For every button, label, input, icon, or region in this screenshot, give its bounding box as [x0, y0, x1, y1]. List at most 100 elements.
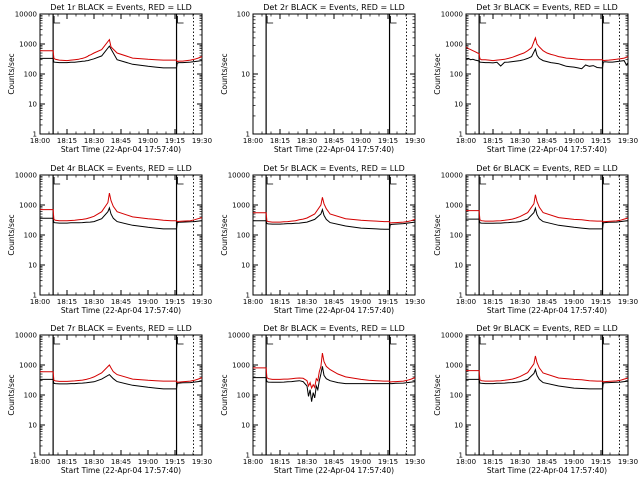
marker-flag	[53, 177, 61, 185]
y-tick-label: 10000	[15, 172, 37, 180]
plot-frame	[252, 13, 416, 135]
x-axis-label: Start Time (22-Apr-04 17:57:40)	[487, 306, 607, 315]
x-tick-label: 19:30	[405, 458, 425, 466]
y-tick-label: 10	[241, 422, 250, 430]
x-tick-label: 18:15	[57, 137, 77, 145]
x-tick-label: 18:45	[537, 458, 557, 466]
panel-title: Det 8r BLACK = Events, RED = LLD	[263, 324, 405, 333]
y-tick-label: 1	[246, 131, 250, 139]
y-tick-label: 10000	[15, 11, 37, 19]
marker-flag	[266, 337, 274, 345]
panel-title: Det 4r BLACK = Events, RED = LLD	[50, 164, 192, 173]
panel-3: Det 3r BLACK = Events, RED = LLD 1 10 100 10…	[433, 3, 638, 154]
marker-flag	[479, 177, 487, 185]
x-tick-label: 19:00	[351, 298, 371, 306]
x-tick-label: 19:15	[591, 458, 611, 466]
x-tick-label: 19:00	[138, 137, 158, 145]
y-tick-label: 1000	[19, 362, 37, 370]
y-tick-label: 10	[454, 262, 463, 270]
y-tick-label: 10	[241, 262, 250, 270]
y-tick-label: 10	[28, 262, 37, 270]
panel-title: Det 1r BLACK = Events, RED = LLD	[50, 3, 192, 12]
x-tick-label: 19:30	[192, 458, 212, 466]
x-tick-label: 18:00	[456, 458, 476, 466]
y-tick-label: 10000	[441, 172, 463, 180]
x-tick-label: 19:00	[138, 298, 158, 306]
y-tick-label: 1	[246, 292, 250, 300]
events-series-line	[253, 366, 416, 402]
x-tick-label: 19:30	[405, 298, 425, 306]
panel-4: Det 4r BLACK = Events, RED = LLD 1 10 100 10…	[7, 164, 212, 315]
x-tick-label: 18:15	[483, 298, 503, 306]
y-tick-label: 10000	[441, 11, 463, 19]
x-tick-label: 18:15	[270, 137, 290, 145]
x-tick-label: 18:45	[324, 137, 344, 145]
y-tick-label: 1000	[19, 202, 37, 210]
y-axis-label: Counts/sec	[433, 53, 442, 94]
lld-series-line	[40, 364, 203, 383]
marker-flag	[390, 177, 397, 185]
lld-series-line	[466, 355, 629, 383]
marker-flag	[390, 337, 397, 345]
y-tick-label: 10000	[15, 332, 37, 340]
y-axis-label: Counts/sec	[220, 214, 229, 255]
marker-flag	[479, 16, 487, 24]
panel-title: Det 5r BLACK = Events, RED = LLD	[263, 164, 405, 173]
x-tick-label: 18:45	[537, 137, 557, 145]
y-tick-label: 10000	[228, 332, 250, 340]
x-tick-label: 18:45	[324, 458, 344, 466]
marker-flag	[53, 16, 61, 24]
y-tick-label: 1	[33, 452, 37, 460]
y-tick-label: 1	[33, 292, 37, 300]
lld-series-line	[465, 36, 629, 62]
y-axis-label: Counts/sec	[220, 53, 229, 94]
y-tick-label: 100	[237, 392, 250, 400]
x-axis-label: Start Time (22-Apr-04 17:57:40)	[274, 466, 394, 475]
x-axis-label: Start Time (22-Apr-04 17:57:40)	[487, 145, 607, 154]
x-tick-label: 19:00	[138, 458, 158, 466]
x-tick-label: 19:15	[378, 137, 398, 145]
x-tick-label: 19:30	[618, 458, 638, 466]
panel-title: Det 9r BLACK = Events, RED = LLD	[476, 324, 618, 333]
lld-series-line	[253, 197, 416, 224]
x-tick-label: 19:00	[564, 137, 584, 145]
plot-frame	[465, 13, 629, 135]
events-series-line	[465, 47, 629, 70]
x-tick-label: 18:30	[84, 458, 104, 466]
y-tick-label: 10	[454, 101, 463, 109]
x-tick-label: 18:00	[30, 298, 50, 306]
panel-6: Det 6r BLACK = Events, RED = LLD 1 10 100 10…	[433, 164, 638, 315]
y-tick-label: 10	[28, 101, 37, 109]
y-tick-label: 10	[28, 422, 37, 430]
x-tick-label: 18:30	[297, 298, 317, 306]
plot-frame	[39, 174, 203, 296]
y-axis-label: Counts/sec	[7, 214, 16, 255]
x-axis-label: Start Time (22-Apr-04 17:57:40)	[61, 145, 181, 154]
plot-frame	[39, 334, 203, 456]
y-axis-label: Counts/sec	[433, 214, 442, 255]
marker-flag	[479, 337, 487, 345]
marker-flag	[177, 16, 184, 24]
x-axis-label: Start Time (22-Apr-04 17:57:40)	[61, 306, 181, 315]
x-tick-label: 18:00	[243, 458, 263, 466]
panel-title: Det 3r BLACK = Events, RED = LLD	[476, 3, 618, 12]
lld-series-line	[40, 192, 203, 223]
y-axis-label: Counts/sec	[220, 374, 229, 415]
panel-2: Det 2r BLACK = Events, RED = LLD 1 10 100 18…	[220, 3, 425, 154]
events-series-line	[466, 368, 629, 390]
x-tick-label: 18:45	[537, 298, 557, 306]
y-tick-label: 1	[33, 131, 37, 139]
x-tick-label: 18:00	[243, 137, 263, 145]
y-tick-label: 1	[459, 131, 463, 139]
x-tick-label: 18:45	[111, 458, 131, 466]
y-tick-label: 100	[450, 71, 463, 79]
plot-frame	[39, 13, 203, 135]
x-tick-label: 18:45	[324, 298, 344, 306]
y-tick-label: 1000	[445, 202, 463, 210]
x-tick-label: 18:30	[510, 137, 530, 145]
y-tick-label: 10000	[441, 332, 463, 340]
y-tick-label: 1	[459, 452, 463, 460]
x-tick-label: 18:30	[510, 458, 530, 466]
x-tick-label: 19:15	[591, 137, 611, 145]
x-tick-label: 18:00	[456, 298, 476, 306]
